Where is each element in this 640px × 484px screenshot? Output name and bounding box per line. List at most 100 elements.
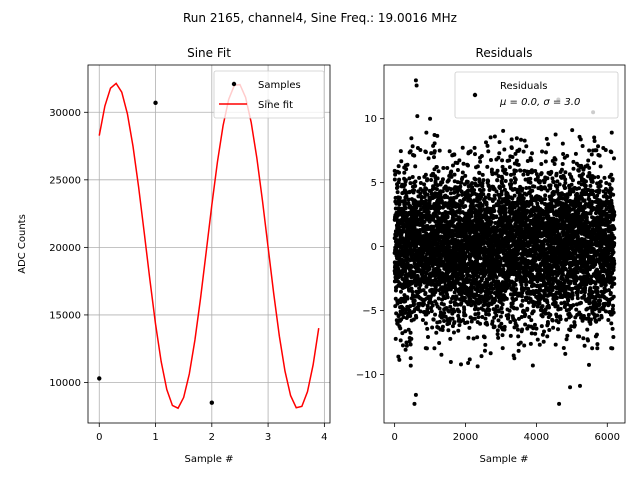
residual-point [563,170,567,174]
residual-point [423,291,427,295]
residual-point [397,225,401,229]
residual-point [559,317,563,321]
residual-point [473,178,477,182]
residual-point [435,187,439,191]
residual-point [413,184,417,188]
sine-fit-ytick-label: 15000 [49,310,81,321]
residual-point [542,340,546,344]
sample-point [97,376,101,380]
residual-point [512,356,516,360]
residual-point [496,332,500,336]
residual-point [481,192,485,196]
residual-point [466,180,470,184]
residual-point [483,343,487,347]
residual-point [507,158,511,162]
residual-point [476,311,480,315]
residual-point [409,136,413,140]
residual-point [494,313,498,317]
residual-point [406,163,410,167]
sine-fit-ytick-label: 20000 [49,243,81,254]
residual-point [442,302,446,306]
residual-point [514,283,518,287]
residual-point [397,358,401,362]
residual-point [433,141,437,145]
sine-fit-xtick-label: 3 [265,432,271,443]
residual-point [498,260,502,264]
residual-point [409,331,413,335]
residual-point [411,144,415,148]
residual-point [452,153,456,157]
residual-point [565,154,569,158]
residual-point [496,328,500,332]
residual-point [485,202,489,206]
residual-point [399,149,403,153]
residual-point [459,181,463,185]
residual-point [514,287,518,291]
residual-point [410,265,414,269]
residual-point [397,164,401,168]
residual-point [510,155,514,159]
residual-point [424,321,428,325]
residual-point [481,178,485,182]
residual-point [541,304,545,308]
legend-samples-marker [232,82,236,86]
residual-point [424,150,428,154]
residual-point [508,165,512,169]
residual-point [436,176,440,180]
residual-point [425,307,429,311]
residual-point [404,206,408,210]
residual-point [516,334,520,338]
residual-point [478,160,482,164]
residual-point [543,193,547,197]
residual-point [413,164,417,168]
residual-point [547,328,551,332]
residual-point [489,351,493,355]
residual-point [403,329,407,333]
residual-point [542,243,546,247]
residual-point [393,178,397,182]
residual-point [555,172,559,176]
residual-point [514,178,518,182]
residual-point [425,177,429,181]
residual-point [422,182,426,186]
sine-fit-legend: Samples Sine fit [214,71,324,118]
residual-point [483,335,487,339]
residual-point [448,149,452,153]
residual-point [516,328,520,332]
residual-point [554,343,558,347]
residual-point [536,338,540,342]
residual-point [519,341,523,345]
residual-point [538,179,542,183]
residual-point [501,184,505,188]
residual-point [453,320,457,324]
residual-point [397,178,401,182]
legend-sine-fit-label: Sine fit [258,100,293,111]
residual-point [452,310,456,314]
residual-point [523,322,527,326]
residual-point [426,335,430,339]
residual-point [551,319,555,323]
residual-point [430,309,434,313]
residual-point [505,172,509,176]
residual-point [486,144,490,148]
residual-point [555,296,559,300]
residual-point [449,300,453,304]
residual-point [461,171,465,175]
residual-point [463,174,467,178]
residual-point [494,214,498,218]
residual-point [435,165,439,169]
residual-point [562,346,566,350]
residual-point [529,318,533,322]
residual-point [501,302,505,306]
residual-point [489,220,493,224]
residual-point [456,168,460,172]
residual-point [405,297,409,301]
residual-point [476,315,480,319]
residual-point [457,323,461,327]
residual-point [525,307,529,311]
residual-point [449,191,453,195]
residual-point [489,135,493,139]
residual-point [478,300,482,304]
residual-point [493,197,497,201]
residual-point [446,328,450,332]
